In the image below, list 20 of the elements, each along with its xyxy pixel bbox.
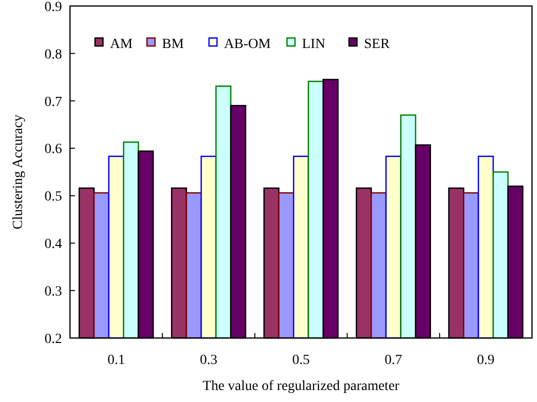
legend-label: AB-OM [224, 36, 272, 52]
legend-label: LIN [302, 36, 326, 52]
y-tick-label: 0.2 [44, 332, 62, 347]
x-tick-label: 0.7 [384, 353, 402, 368]
y-tick-label: 0.8 [44, 47, 62, 62]
y-axis-title: Clustering Accuracy [11, 114, 26, 230]
y-tick-label: 0.5 [44, 190, 62, 205]
x-tick-label: 0.1 [107, 353, 125, 368]
y-tick-label: 0.7 [44, 94, 62, 110]
y-tick-label: 0.4 [44, 237, 62, 252]
x-tick-label: 0.5 [292, 353, 310, 368]
y-tick-label: 0.6 [44, 142, 62, 158]
legend-label: SER [364, 36, 390, 52]
legend-label: AM [110, 36, 134, 52]
x-axis-title: The value of regularized parameter [202, 379, 400, 394]
x-tick-label: 0.9 [477, 353, 495, 368]
legend-label: BM [162, 36, 184, 52]
x-tick-label: 0.3 [200, 353, 218, 368]
y-tick-label: 0.9 [44, 0, 62, 15]
y-tick-label: 0.3 [44, 284, 62, 300]
